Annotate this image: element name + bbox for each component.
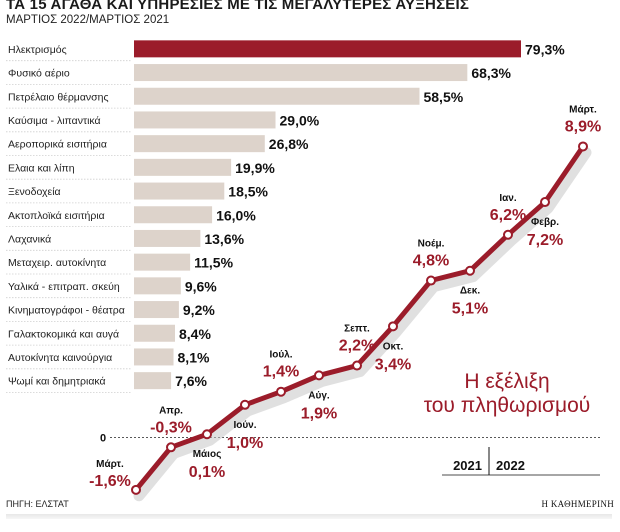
month-label: Νοέμ. [418, 239, 445, 250]
bar [134, 301, 179, 319]
month-label: Φεβρ. [531, 217, 559, 228]
bar-value-label: 13,6% [204, 231, 244, 247]
bar-value-label: 19,9% [235, 160, 275, 176]
month-label: Απρ. [159, 405, 183, 416]
category-label: Καύσιμα - λιπαντικά [8, 115, 101, 127]
inflation-value-label: 3,4% [375, 356, 411, 373]
inflation-value-label: 8,9% [565, 118, 601, 135]
source-note: ΠΗΓΗ: ΕΛΣΤΑΤ [6, 499, 69, 509]
bar-value-label: 79,3% [525, 41, 565, 57]
month-label: Ιούλ. [269, 350, 292, 361]
month-label: Ιούν. [233, 420, 256, 431]
category-label: Ακτοπλοϊκά εισιτήρια [8, 210, 105, 222]
bar [134, 372, 172, 390]
category-label: Αυτοκίνητα καινούργια [8, 352, 112, 364]
publisher-logo: Η ΚΑΘΗΜΕΡΙΝΗ [541, 499, 614, 509]
bar-value-label: 7,6% [175, 373, 207, 389]
month-label: Μάρτ. [96, 459, 124, 470]
bar [134, 135, 265, 153]
month-label: Μάρτ. [569, 104, 597, 115]
category-label: Λαχανικά [8, 233, 51, 245]
inflation-title-line-2: του πληθωρισμού [423, 394, 591, 417]
data-point [166, 442, 176, 453]
category-label: Μεταχειρ. αυτοκίνητα [8, 257, 106, 269]
bar-value-label: 11,5% [194, 255, 233, 271]
year-label-2021: 2021 [453, 458, 482, 473]
data-point [276, 386, 286, 397]
data-point [465, 265, 475, 276]
inflation-value-label: 7,2% [527, 232, 563, 249]
category-label: Ελαια και λίπη [8, 162, 75, 174]
month-label: Αύγ. [308, 390, 330, 401]
bar-value-label: 8,4% [179, 326, 211, 342]
data-point [540, 197, 550, 208]
data-point [388, 321, 398, 332]
bar [134, 277, 181, 295]
data-point [503, 229, 513, 240]
month-label: Σεπτ. [344, 324, 370, 335]
category-label: Φυσικό αέριο [8, 68, 70, 80]
bar-value-label: 29,0% [280, 112, 320, 128]
data-point [202, 429, 212, 440]
bar-value-label: 58,5% [423, 89, 463, 105]
inflation-value-label: -1,6% [89, 473, 131, 490]
bar [134, 182, 225, 200]
bar [134, 253, 191, 271]
year-label-2022: 2022 [496, 458, 525, 473]
bar [134, 111, 276, 129]
bar-value-label: 8,1% [178, 349, 210, 365]
inflation-value-label: 6,2% [490, 207, 526, 224]
zero-label: 0 [100, 433, 106, 445]
bar [134, 229, 201, 247]
bar [134, 64, 468, 82]
inflation-value-label: 2,2% [339, 338, 375, 355]
data-point [352, 360, 362, 371]
inflation-line-shadow [133, 147, 592, 502]
inflation-title-line-1: Η εξέλιξη [464, 370, 550, 393]
category-label: Υαλικά - επιτραπ. σκεύη [8, 281, 120, 293]
category-label: Ψωμί και δημητριακά [8, 376, 106, 388]
inflation-value-label: -0,3% [150, 419, 192, 436]
inflation-value-label: 1,0% [227, 435, 263, 452]
inflation-value-label: 1,4% [263, 364, 299, 381]
bar-value-label: 18,5% [228, 184, 268, 200]
category-label: Ηλεκτρισμός [8, 44, 67, 56]
category-label: Πετρέλαιο θέρμανσης [8, 91, 109, 103]
data-point [578, 141, 588, 152]
month-label: Οκτ. [383, 341, 404, 352]
data-point [240, 399, 250, 410]
category-label: Ξενοδοχεία [8, 186, 61, 198]
bar-value-label: 9,6% [185, 278, 217, 294]
bar-value-label: 26,8% [269, 136, 309, 152]
category-label: Κινηματογράφοι - θέατρα [8, 305, 125, 317]
data-point [426, 275, 436, 286]
category-label: Γαλακτοκομικά και αυγά [8, 328, 119, 340]
bar [134, 348, 174, 366]
inflation-chart-title: Η εξέλιξη του πληθωρισμού [396, 370, 618, 418]
month-label: Δεκ. [460, 286, 481, 297]
data-point [314, 370, 324, 381]
category-label: Αεροπορικά εισιτήρια [8, 139, 107, 151]
data-point [131, 484, 141, 495]
footer-rule [6, 514, 612, 519]
inflation-value-label: 4,8% [413, 253, 449, 270]
inflation-value-label: 0,1% [189, 464, 225, 481]
bar-value-label: 16,0% [216, 207, 256, 223]
bar-value-label: 68,3% [471, 65, 511, 81]
month-label: Ιαν. [499, 193, 516, 204]
month-label: Μάιος [193, 449, 222, 460]
bar [134, 158, 232, 176]
bar [134, 324, 175, 342]
bar [134, 87, 420, 105]
bar [134, 40, 521, 58]
inflation-value-label: 5,1% [452, 301, 488, 318]
chart-subtitle: ΜΑΡΤΙΟΣ 2022/ΜΑΡΤΙΟΣ 2021 [6, 14, 170, 26]
bar-value-label: 9,2% [183, 302, 215, 318]
inflation-value-label: 1,9% [301, 405, 337, 422]
chart-title: ΤΑ 15 ΑΓΑΘΑ ΚΑΙ ΥΠΗΡΕΣΙΕΣ ΜΕ ΤΙΣ ΜΕΓΑΛΥΤ… [6, 0, 470, 13]
bar [134, 206, 213, 224]
